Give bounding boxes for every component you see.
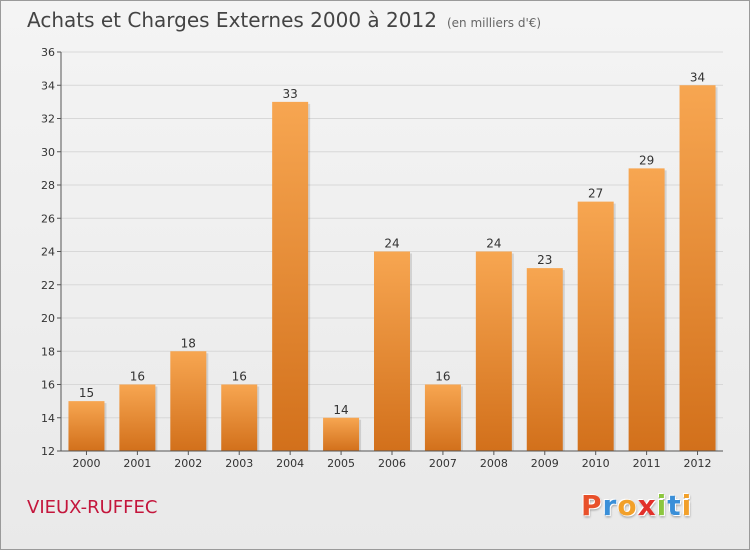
bar xyxy=(272,101,309,451)
x-tick-label: 2004 xyxy=(276,457,304,470)
bar xyxy=(628,168,665,451)
y-tick-label: 26 xyxy=(41,212,55,225)
x-tick-label: 2001 xyxy=(123,457,151,470)
x-tick-label: 2010 xyxy=(582,457,610,470)
bar-value-label: 16 xyxy=(232,370,247,384)
y-tick-label: 16 xyxy=(41,379,55,392)
bar xyxy=(424,384,461,451)
x-tick-label: 2000 xyxy=(72,457,100,470)
x-tick-label: 2005 xyxy=(327,457,355,470)
x-tick-label: 2002 xyxy=(174,457,202,470)
y-tick-label: 12 xyxy=(41,445,55,458)
proxiti-logo[interactable]: Proxiti xyxy=(581,489,692,522)
bar-value-label: 16 xyxy=(130,370,145,384)
y-tick-label: 34 xyxy=(41,79,55,92)
y-tick-label: 32 xyxy=(41,113,55,126)
bar-value-label: 18 xyxy=(181,336,196,350)
logo-letter: x xyxy=(637,489,657,522)
location-label: VIEUX-RUFFEC xyxy=(27,497,158,518)
bar xyxy=(68,401,105,451)
logo-letter: t xyxy=(667,489,682,522)
bar-value-label: 33 xyxy=(283,87,298,101)
y-tick-label: 14 xyxy=(41,412,55,425)
chart-title-text: Achats et Charges Externes 2000 à 2012 xyxy=(27,8,437,32)
bar-value-label: 23 xyxy=(537,253,552,267)
bar xyxy=(679,85,716,451)
x-tick-label: 2009 xyxy=(531,457,559,470)
axis-layer: 12 14 16 18 20 22 24 26 28 30 32 34 36 2000 2001 2002 20… xyxy=(41,46,723,470)
y-tick-label: 24 xyxy=(41,246,55,259)
x-tick-label: 2012 xyxy=(684,457,712,470)
logo-letter: i xyxy=(681,489,693,522)
chart-subtitle: (en milliers d'€) xyxy=(446,16,542,30)
y-tick-label: 20 xyxy=(41,312,55,325)
bar-value-label: 27 xyxy=(588,187,603,201)
x-tick-label: 2007 xyxy=(429,457,457,470)
logo-letter: r xyxy=(602,489,618,522)
bar xyxy=(170,351,207,451)
y-tick-label: 22 xyxy=(41,279,55,292)
x-tick-label: 2011 xyxy=(633,457,661,470)
logo-letter: P xyxy=(581,489,603,522)
x-tick-label: 2003 xyxy=(225,457,253,470)
bar-value-label: 24 xyxy=(486,237,501,251)
x-tick-label: 2008 xyxy=(480,457,508,470)
y-tick-label: 18 xyxy=(41,345,55,358)
bar-value-label: 14 xyxy=(333,403,348,417)
chart-title: Achats et Charges Externes 2000 à 2012 (e… xyxy=(27,8,541,32)
logo-letter: o xyxy=(617,489,638,522)
y-tick-label: 30 xyxy=(41,146,55,159)
bar-value-label: 16 xyxy=(435,370,450,384)
y-tick-label: 28 xyxy=(41,179,55,192)
bar xyxy=(577,201,614,451)
bar xyxy=(221,384,258,451)
y-tick-label: 36 xyxy=(41,46,55,59)
bar xyxy=(475,251,512,451)
bar xyxy=(526,268,563,451)
bar-value-label: 24 xyxy=(384,237,399,251)
bar-value-label: 29 xyxy=(639,153,654,167)
bar-value-label: 34 xyxy=(690,70,705,84)
bar xyxy=(119,384,156,451)
bar-value-label: 15 xyxy=(79,386,94,400)
bar xyxy=(374,251,410,451)
bar xyxy=(323,417,360,451)
logo-letter: i xyxy=(656,489,668,522)
x-tick-label: 2006 xyxy=(378,457,406,470)
bar-layer: 15 16 18 16 33 14 24 16 24 23 27 29 34 xyxy=(68,70,718,451)
